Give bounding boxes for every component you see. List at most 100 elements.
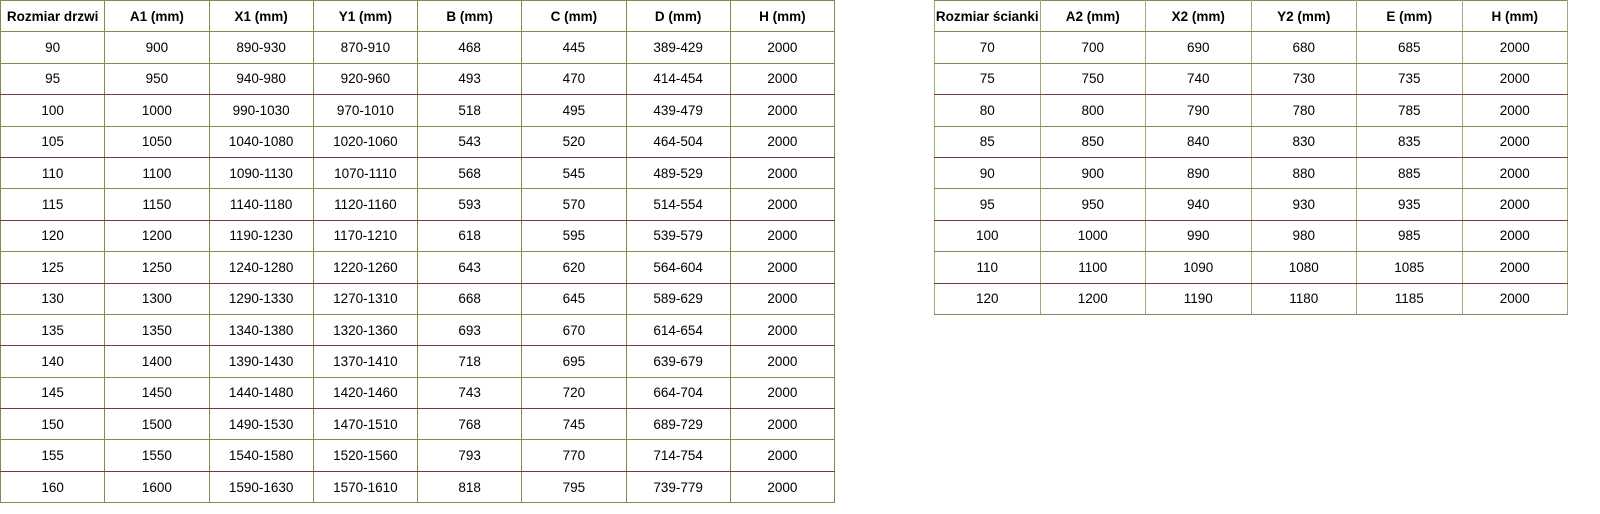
column-header: Rozmiar drzwi	[0, 0, 106, 33]
table-cell: 1180	[1250, 282, 1357, 315]
table-cell: 1220-1260	[312, 251, 419, 284]
table-cell: 464-504	[625, 125, 731, 158]
table-row: 80 800 790 780 785 2000	[934, 94, 1568, 127]
table-cell: 539-579	[625, 219, 731, 253]
table-cell: 1400	[104, 345, 210, 378]
table-cell: 1390-1430	[208, 345, 314, 378]
table-cell: 518	[416, 94, 523, 127]
table-cell: 445	[521, 31, 627, 64]
table-cell: 564-604	[625, 251, 731, 284]
table-cell: 470	[521, 62, 627, 96]
table-cell: 155	[0, 439, 106, 472]
table-row: 70 700 690 680 685 2000	[934, 31, 1568, 64]
table-cell: 950	[1039, 188, 1146, 221]
table-cell: 680	[1250, 31, 1357, 64]
table-cell: 140	[0, 345, 106, 378]
table-row: 135 1350 1340-1380 1320-1360 693 670 614-654 20…	[0, 313, 836, 347]
table-cell: 850	[1039, 125, 1146, 158]
table-cell: 890	[1145, 156, 1252, 190]
table-cell: 130	[0, 282, 106, 315]
table-cell: 595	[521, 219, 627, 253]
table-cell: 2000	[1461, 94, 1568, 127]
table-cell: 2000	[729, 408, 836, 441]
table-cell: 115	[0, 188, 106, 221]
table-row: 90 900 890 880 885 2000	[934, 156, 1568, 190]
table-cell: 900	[104, 31, 210, 64]
table-row: 115 1150 1140-1180 1120-1160 593 570 514-554 20…	[0, 188, 836, 221]
table-cell: 740	[1145, 62, 1252, 96]
table-cell: 1570-1610	[312, 470, 419, 504]
table-cell: 135	[0, 313, 106, 347]
table-cell: 950	[104, 62, 210, 96]
table-cell: 770	[521, 439, 627, 472]
column-header: X1 (mm)	[208, 0, 314, 33]
table-cell: 570	[521, 188, 627, 221]
table-cell: 1100	[1039, 251, 1146, 284]
table-cell: 520	[521, 125, 627, 158]
table-cell: 2000	[1461, 188, 1568, 221]
table-cell: 830	[1250, 125, 1357, 158]
table-row: 100 1000 990-1030 970-1010 518 495 439-479 2000	[0, 94, 836, 127]
table-cell: 439-479	[625, 94, 731, 127]
table-cell: 468	[416, 31, 523, 64]
table-cell: 720	[521, 376, 627, 410]
table-cell: 1240-1280	[208, 251, 314, 284]
table-cell: 693	[416, 313, 523, 347]
table-cell: 645	[521, 282, 627, 315]
table-row: 85 850 840 830 835 2000	[934, 125, 1568, 158]
table-cell: 2000	[729, 251, 836, 284]
table-cell: 940	[1145, 188, 1252, 221]
table-cell: 990-1030	[208, 94, 314, 127]
table-cell: 2000	[729, 156, 836, 190]
table-cell: 100	[934, 219, 1041, 253]
table-cell: 935	[1356, 188, 1463, 221]
table-cell: 780	[1250, 94, 1357, 127]
table-cell: 1250	[104, 251, 210, 284]
table-cell: 1140-1180	[208, 188, 314, 221]
table-cell: 880	[1250, 156, 1357, 190]
column-header: A2 (mm)	[1039, 0, 1146, 33]
table-cell: 2000	[729, 219, 836, 253]
table-cell: 735	[1356, 62, 1463, 96]
table-cell: 1420-1460	[312, 376, 419, 410]
table-cell: 495	[521, 94, 627, 127]
table-cell: 1470-1510	[312, 408, 419, 441]
table-row: 150 1500 1490-1530 1470-1510 768 745 689-729 20…	[0, 408, 836, 441]
column-header: D (mm)	[625, 0, 731, 33]
column-header: Rozmiar ścianki	[934, 0, 1041, 33]
table-cell: 110	[934, 251, 1041, 284]
table-cell: 2000	[729, 470, 836, 504]
table-cell: 743	[416, 376, 523, 410]
table-cell: 1290-1330	[208, 282, 314, 315]
column-header: A1 (mm)	[104, 0, 210, 33]
table-cell: 70	[934, 31, 1041, 64]
table-cell: 1200	[1039, 282, 1146, 315]
table-cell: 120	[0, 219, 106, 253]
table-row: 105 1050 1040-1080 1020-1060 543 520 464-504 20…	[0, 125, 836, 158]
table-cell: 90	[0, 31, 106, 64]
table-cell: 2000	[1461, 62, 1568, 96]
table-cell: 985	[1356, 219, 1463, 253]
table-cell: 2000	[1461, 282, 1568, 315]
table-cell: 639-679	[625, 345, 731, 378]
table-row: 145 1450 1440-1480 1420-1460 743 720 664-704 20…	[0, 376, 836, 410]
column-header: Y2 (mm)	[1250, 0, 1357, 33]
table-cell: 900	[1039, 156, 1146, 190]
table-cell: 2000	[1461, 156, 1568, 190]
column-header: X2 (mm)	[1145, 0, 1252, 33]
table-row: 110 1100 1090-1130 1070-1110 568 545 489-529 20…	[0, 156, 836, 190]
table-cell: 690	[1145, 31, 1252, 64]
table-cell: 1170-1210	[312, 219, 419, 253]
table-row: 110 1100 1090 1080 1085 2000	[934, 251, 1568, 284]
table-cell: 1320-1360	[312, 313, 419, 347]
table-cell: 2000	[729, 313, 836, 347]
table-cell: 1370-1410	[312, 345, 419, 378]
table-cell: 668	[416, 282, 523, 315]
table-cell: 840	[1145, 125, 1252, 158]
table-cell: 940-980	[208, 62, 314, 96]
table-row: 120 1200 1190-1230 1170-1210 618 595 539-579 20…	[0, 219, 836, 253]
table-cell: 2000	[729, 188, 836, 221]
table-cell: 870-910	[312, 31, 419, 64]
table-cell: 120	[934, 282, 1041, 315]
table-cell: 1150	[104, 188, 210, 221]
